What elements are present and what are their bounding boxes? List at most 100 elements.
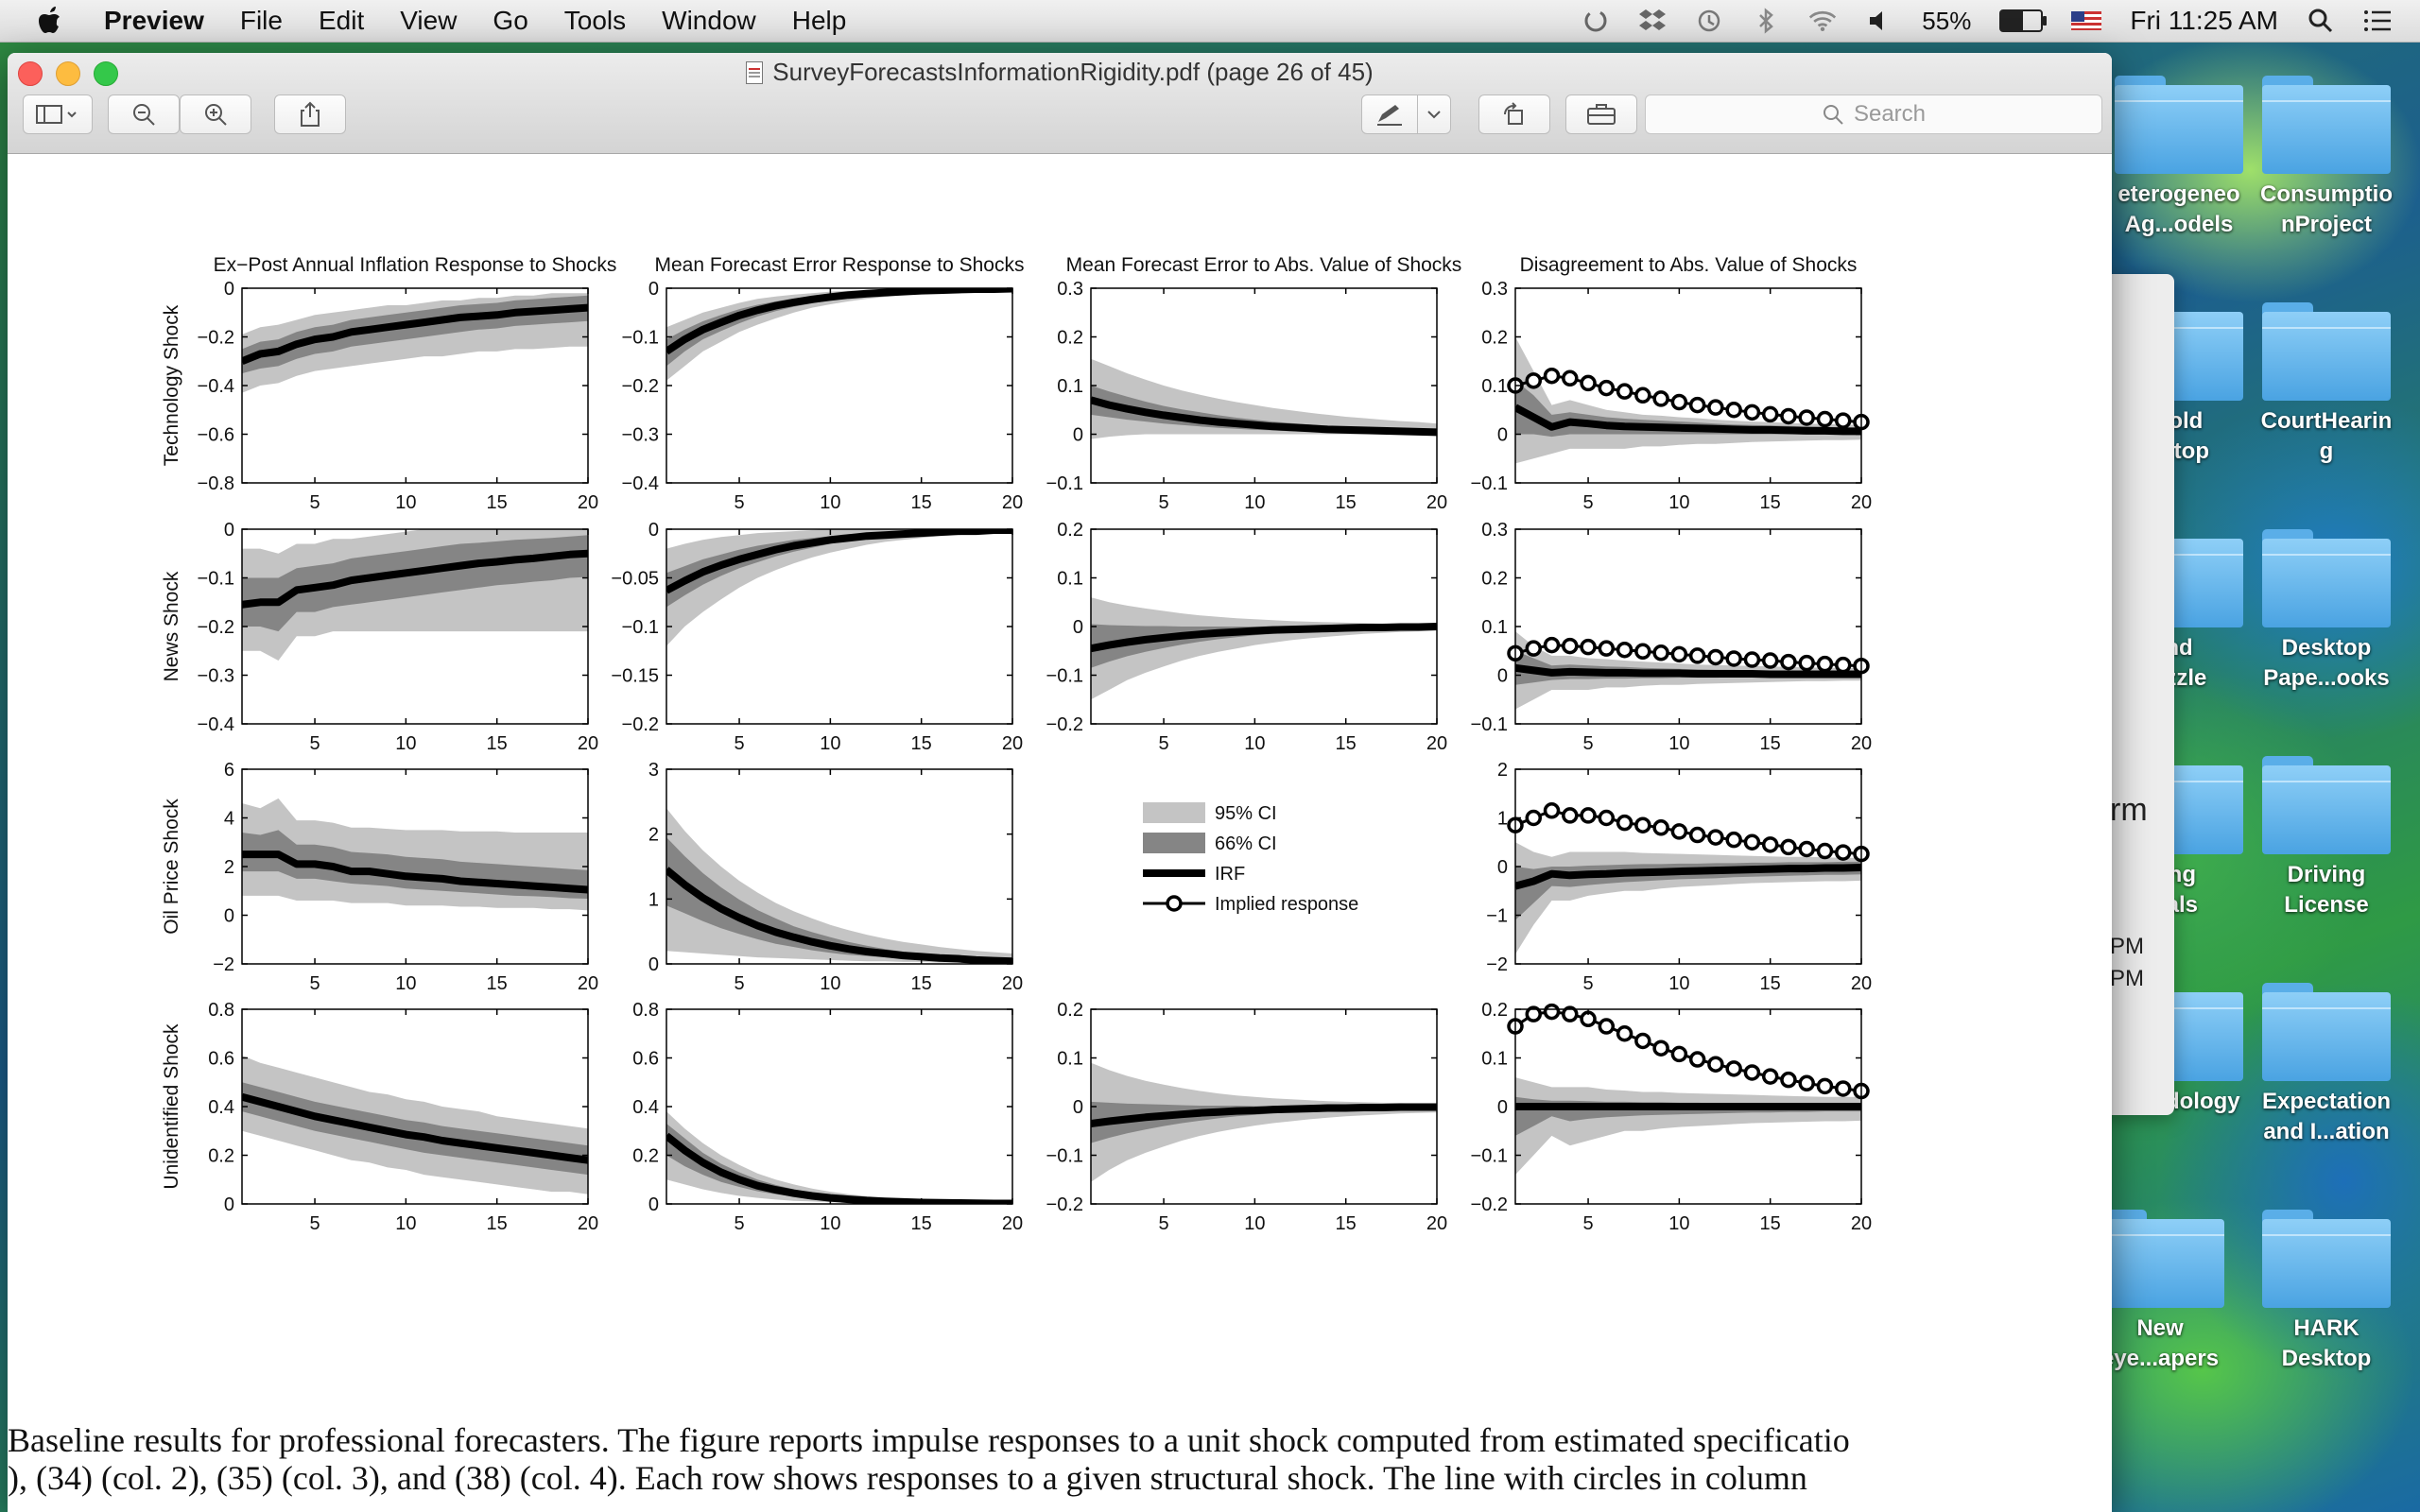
menu-view[interactable]: View [400, 6, 458, 35]
irf-panel: 0 −0.1 −0.2 −0.3 −0.4 5 10 15 20 [198, 520, 599, 754]
menu-tools[interactable]: Tools [563, 6, 627, 35]
menu-help[interactable]: Help [791, 6, 847, 35]
x-tick-label: 20 [578, 733, 598, 754]
desktop-folder-new-eye-papers[interactable]: New eye...apers [2070, 1210, 2250, 1374]
dropbox-icon[interactable] [1638, 7, 1667, 35]
wifi-icon[interactable] [1808, 7, 1837, 35]
irf-line [1091, 623, 1437, 653]
x-tick-label: 5 [1582, 1213, 1593, 1234]
implied-response-point [1798, 654, 1815, 672]
zoom-button[interactable] [94, 61, 118, 86]
irf-figure: Ex−Post Annual Inflation Response to Sho… [161, 254, 1873, 1234]
menu-window[interactable]: Window [662, 6, 756, 35]
implied-response-point [1743, 833, 1761, 850]
battery-percent[interactable]: 55% [1922, 6, 1972, 35]
x-tick-label: 5 [309, 973, 320, 994]
time-machine-icon[interactable] [1695, 7, 1723, 35]
x-tick-label: 15 [1336, 733, 1357, 754]
x-tick-label: 10 [1668, 733, 1689, 754]
x-tick-label: 10 [1668, 1213, 1689, 1234]
zoom-out-button[interactable] [108, 94, 180, 134]
y-tick-label: −0.2 [622, 714, 659, 735]
y-tick-label: 0.1 [1481, 1049, 1508, 1070]
implied-response-point [1743, 651, 1761, 668]
implied-response-point [1652, 390, 1669, 407]
clock[interactable]: Fri 11:25 AM [2130, 6, 2278, 35]
ci95-band [666, 529, 1012, 646]
desktop-folder-court-hearing[interactable]: CourtHearin g [2237, 302, 2416, 467]
zoom-in-icon [205, 104, 227, 126]
irf-line [666, 529, 1012, 594]
menu-app-preview[interactable]: Preview [104, 6, 204, 35]
folder-icon [2262, 983, 2391, 1081]
irf-panel: 0.3 0.2 0.1 0 −0.1 5 10 15 20 [1471, 279, 1873, 513]
x-tick-label: 15 [911, 973, 932, 994]
x-tick-label: 10 [395, 973, 416, 994]
y-tick-label: 0 [1073, 425, 1083, 446]
y-tick-label: −0.4 [198, 714, 234, 735]
markup-menu-button[interactable] [1417, 94, 1451, 134]
implied-response-point [1562, 637, 1579, 655]
x-tick-label: 10 [1244, 733, 1265, 754]
search-field[interactable]: Search [1645, 94, 2102, 134]
close-button[interactable] [18, 61, 43, 86]
y-tick-label: −0.6 [198, 425, 234, 446]
desktop-folder-expectation-and-information[interactable]: Expectation and I...ation [2237, 983, 2416, 1147]
sync-icon[interactable] [1582, 7, 1610, 35]
spotlight-search-icon[interactable] [2307, 7, 2335, 35]
battery-icon[interactable] [1999, 9, 2048, 32]
input-source-flag-icon[interactable] [2071, 11, 2102, 30]
x-tick-label: 10 [1244, 492, 1265, 513]
desktop-folder-hark-desktop[interactable]: HARK Desktop [2237, 1210, 2416, 1374]
ci95-band [1515, 1077, 1861, 1176]
desktop-folder-consumption-project[interactable]: Consumptio nProject [2237, 76, 2416, 240]
desktop-folder-desktop-papers-books[interactable]: Desktop Pape...ooks [2237, 529, 2416, 694]
y-tick-label: 0 [224, 279, 234, 300]
ci95-band [1091, 1062, 1437, 1182]
legend-marker [1166, 895, 1183, 912]
y-tick-label: −0.2 [622, 376, 659, 397]
ci95-band [1091, 597, 1437, 700]
ci95-band [1515, 842, 1861, 954]
folder-icon [2262, 76, 2391, 174]
volume-icon[interactable] [1865, 7, 1893, 35]
irf-line [1515, 663, 1861, 679]
bluetooth-icon[interactable] [1752, 7, 1780, 35]
implied-response-point [1707, 648, 1724, 666]
rotate-button[interactable] [1478, 94, 1550, 134]
y-tick-label: −0.2 [198, 617, 234, 638]
notification-center-icon[interactable] [2363, 7, 2392, 35]
document-page[interactable]: Ex−Post Annual Inflation Response to Sho… [8, 154, 2112, 1512]
zoom-in-button[interactable] [180, 94, 251, 134]
y-tick-label: 2 [1497, 760, 1508, 781]
implied-response-point [1670, 393, 1688, 411]
x-tick-label: 5 [1158, 733, 1168, 754]
x-tick-label: 15 [911, 492, 932, 513]
x-tick-label: 20 [1851, 733, 1872, 754]
window-controls [18, 61, 118, 86]
apple-menu-icon[interactable] [38, 5, 66, 37]
desktop-folder-heterogeneous-agents[interactable]: eterogeneo Ag...odels [2089, 76, 2269, 240]
y-tick-label: −0.1 [1046, 1146, 1083, 1167]
menu-edit[interactable]: Edit [318, 6, 365, 35]
markup-toolbar-button[interactable] [1361, 94, 1418, 134]
y-tick-label: 0.2 [1481, 328, 1508, 349]
y-tick-label: 0.3 [1057, 279, 1083, 300]
implied-response-point [1652, 1040, 1669, 1057]
y-tick-label: −0.1 [1471, 473, 1508, 494]
desktop-folder-driving-license[interactable]: Driving License [2237, 756, 2416, 920]
share-button[interactable] [274, 94, 346, 134]
titlebar: SurveyForecastsInformationRigidity.pdf (… [8, 53, 2112, 154]
minimize-button[interactable] [56, 61, 80, 86]
irf-line [242, 1092, 588, 1164]
menu-file[interactable]: File [239, 6, 283, 35]
implied-response-point [1580, 638, 1597, 656]
y-tick-label: 3 [648, 760, 659, 781]
menu-go[interactable]: Go [493, 6, 528, 35]
implied-response-point [1707, 1056, 1724, 1073]
sidebar-view-button[interactable] [23, 94, 93, 134]
background-window[interactable]: rm PM PM [2104, 274, 2174, 1115]
toolbox-button[interactable] [1565, 94, 1637, 134]
x-tick-label: 5 [734, 973, 744, 994]
x-tick-label: 15 [1760, 733, 1781, 754]
